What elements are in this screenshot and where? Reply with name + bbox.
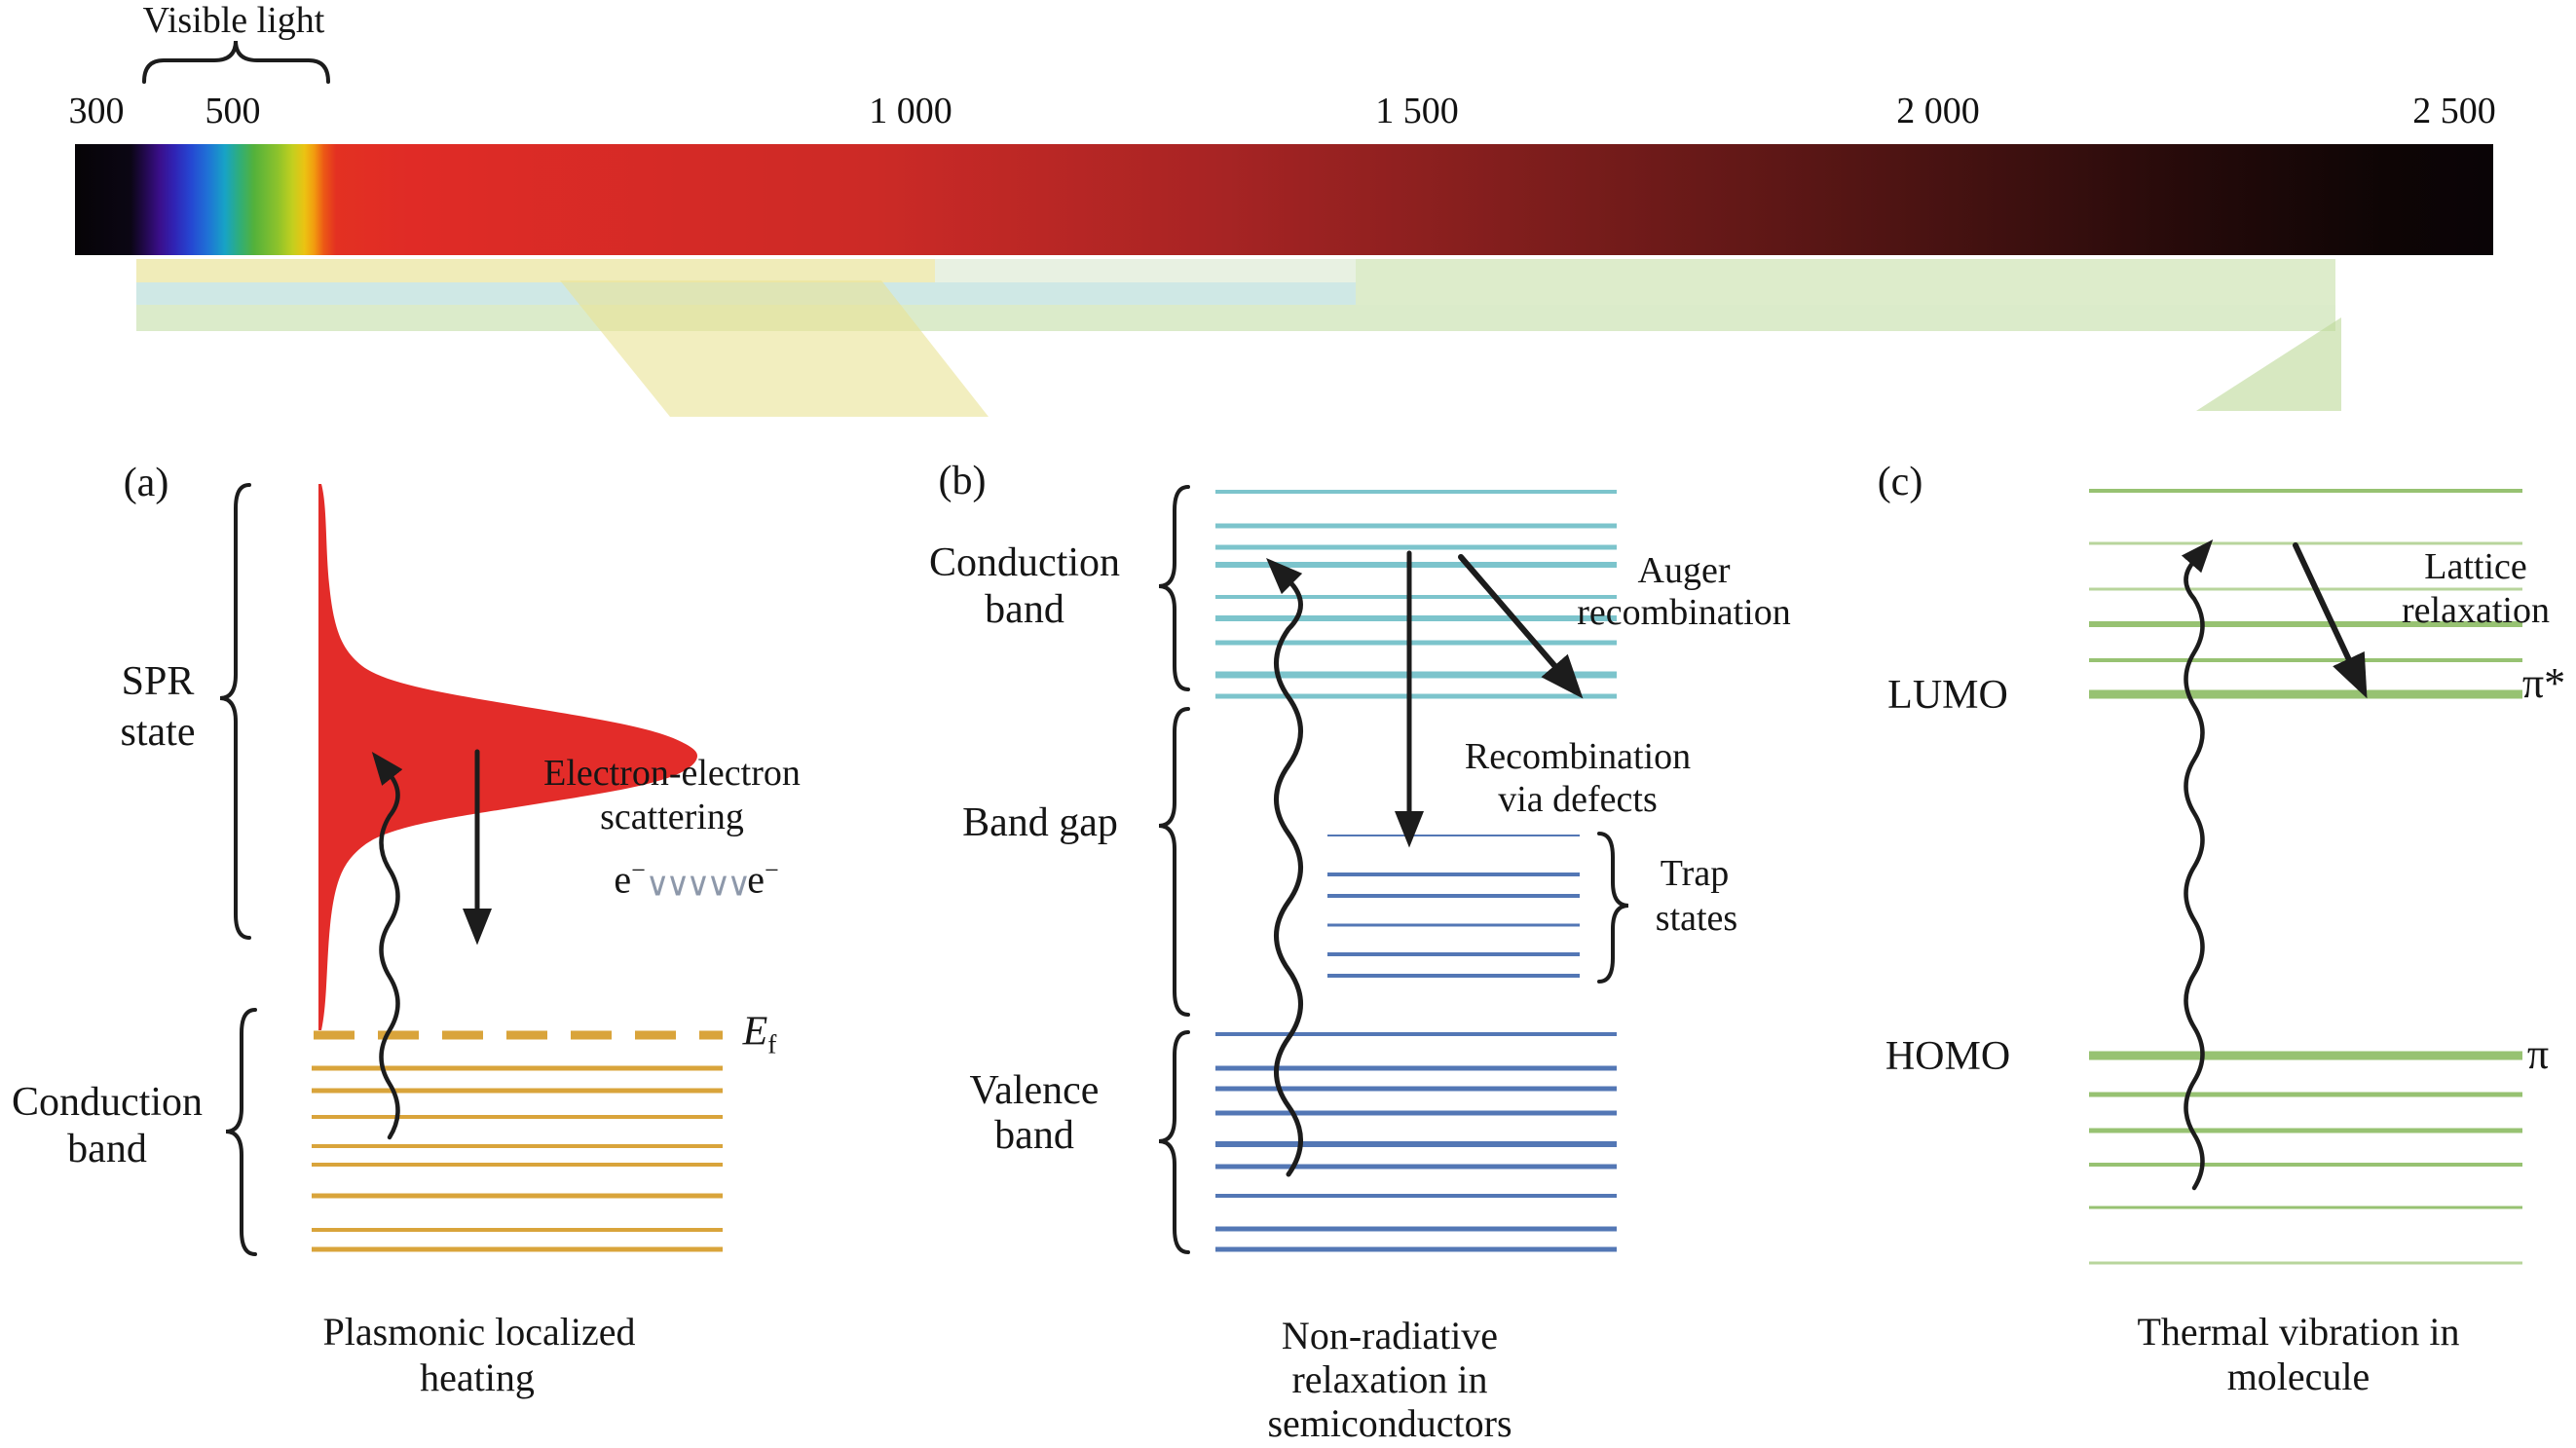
- trap-states-label-line1: Trap: [1660, 853, 1730, 895]
- panel-a-caption-line2: heating: [420, 1355, 535, 1399]
- panel-c-caption-line1: Thermal vibration in: [2137, 1310, 2460, 1354]
- wavelength-tick-500: 500: [205, 91, 261, 131]
- lattice-relaxation-label-line1: Lattice: [2424, 546, 2527, 588]
- photon-excitation-wavy-arrow-a: [371, 752, 403, 1140]
- band-gap-brace: [1158, 707, 1190, 1017]
- band-gap-label: Band gap: [962, 799, 1118, 845]
- auger-recombination-label-line2: recombination: [1577, 592, 1791, 634]
- electron-scattering-label-line2: scattering: [600, 797, 744, 838]
- valence-band-label-line2: band: [994, 1112, 1074, 1158]
- panel-b-caption-line1: Non-radiative: [1281, 1314, 1499, 1357]
- wavelength-tick-2500: 2 500: [2412, 91, 2496, 131]
- panel-a-caption-line1: Plasmonic localized: [322, 1310, 636, 1354]
- panel-c-label: (c): [1877, 459, 1923, 504]
- conduction-band-label-b-line2: band: [985, 586, 1064, 632]
- auger-recombination-arrow: [1458, 554, 1584, 699]
- panel-b-graphics: [1158, 485, 1629, 1254]
- scattering-wave-icon: ∨∨∨∨∨: [645, 867, 751, 904]
- spr-resonance-peak: [318, 484, 697, 1030]
- panel-a-label: (a): [123, 460, 169, 505]
- conduction-band-label-a-line1: Conduction: [12, 1079, 203, 1125]
- electron-scattering-label-line1: Electron-electron: [543, 753, 801, 795]
- conduction-band-label-b-line1: Conduction: [929, 539, 1120, 585]
- valence-band-label-line1: Valence: [969, 1067, 1100, 1113]
- conduction-band-brace-a: [225, 1008, 257, 1256]
- photon-excitation-wavy-arrow-c: [2181, 538, 2214, 1191]
- spr-state-label-line1: SPR: [121, 658, 195, 704]
- wavelength-tick-2000: 2 000: [1896, 91, 1980, 131]
- conduction-band-brace-b: [1158, 485, 1190, 691]
- lattice-relaxation-label-line2: relaxation: [2402, 590, 2550, 632]
- electron-right: e−: [747, 856, 779, 902]
- electron-electron-symbols: e−∨∨∨∨∨e−: [614, 856, 779, 904]
- spr-state-label-line2: state: [120, 709, 196, 755]
- lumo-label: LUMO: [1887, 672, 2008, 718]
- wavelength-tick-1000: 1 000: [869, 91, 952, 131]
- lattice-relaxation-arrow: [2293, 542, 2368, 699]
- panel-b-caption-line3: semiconductors: [1267, 1401, 1512, 1445]
- panel-c-graphics: [2089, 489, 2522, 1265]
- panel-a-graphics: [219, 483, 723, 1256]
- wavelength-tick-1500: 1 500: [1375, 91, 1459, 131]
- panel-b-caption-line2: relaxation in: [1291, 1357, 1488, 1401]
- auger-recombination-label-line1: Auger: [1637, 550, 1731, 592]
- spr-state-brace: [219, 483, 251, 940]
- visible-light-label: Visible light: [142, 0, 325, 42]
- photon-excitation-wavy-arrow-b: [1266, 558, 1303, 1177]
- trap-states-label-line2: states: [1655, 898, 1738, 940]
- fermi-level-label: Ef: [742, 1009, 777, 1059]
- visible-light-brace: [142, 40, 330, 84]
- recombination-defects-label-line2: via defects: [1498, 779, 1658, 821]
- valence-band-brace: [1158, 1030, 1190, 1254]
- wavelength-tick-300: 300: [68, 91, 125, 131]
- recombination-defects-label-line1: Recombination: [1464, 736, 1692, 778]
- electron-left: e−: [614, 856, 646, 902]
- homo-label: HOMO: [1885, 1033, 2011, 1079]
- wavelength-spectrum-bar: [75, 144, 2493, 255]
- pi-star-label: π*: [2521, 658, 2566, 707]
- panel-c-caption-line2: molecule: [2226, 1355, 2371, 1398]
- panel-b-label: (b): [938, 458, 987, 503]
- pi-label: π: [2526, 1029, 2550, 1078]
- conduction-band-label-a-line2: band: [67, 1126, 147, 1171]
- trap-states-brace: [1597, 832, 1629, 984]
